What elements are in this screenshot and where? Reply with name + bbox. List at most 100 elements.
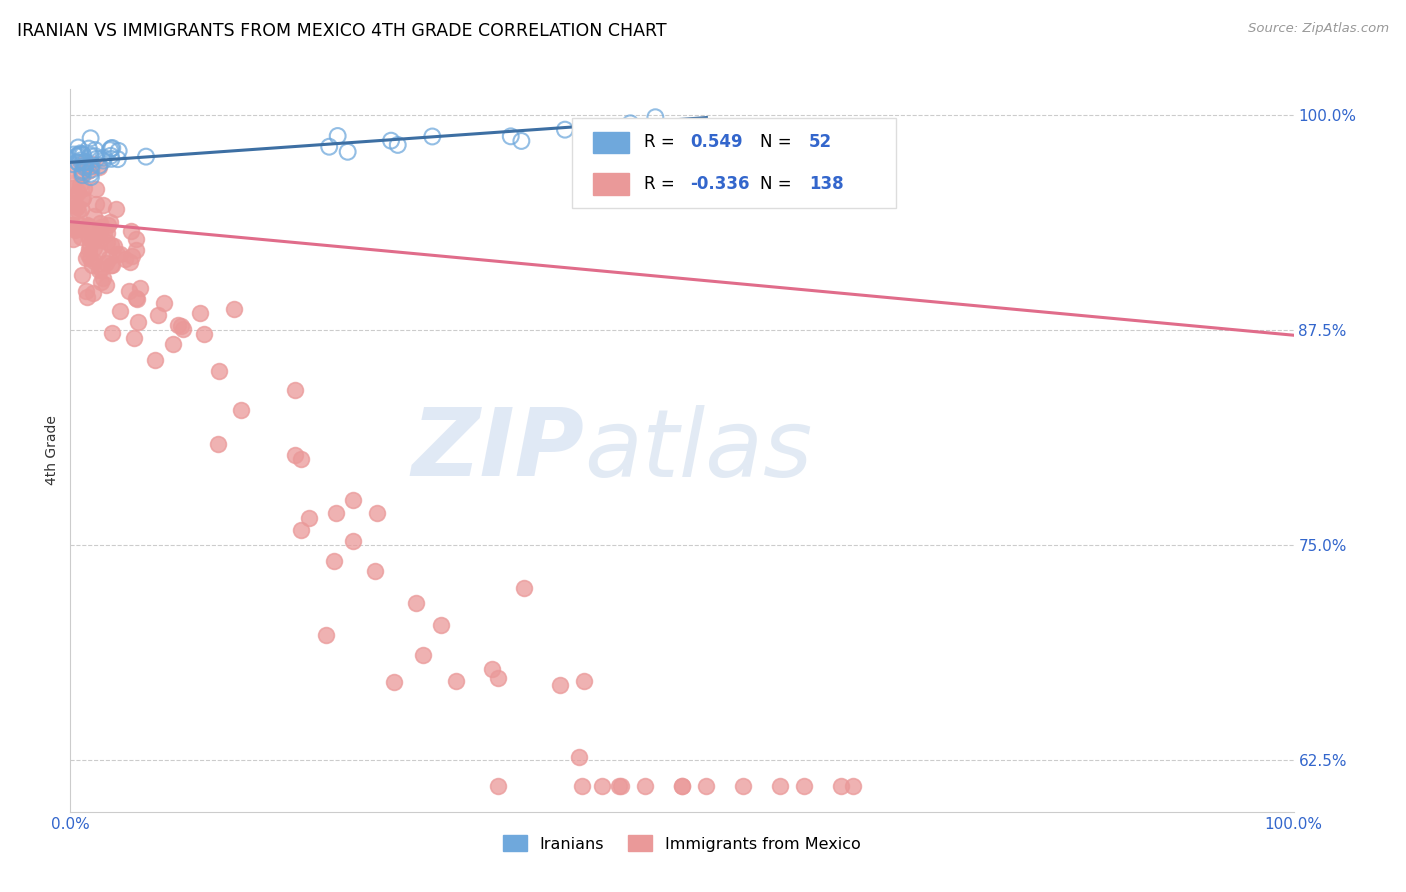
Point: [72, 163, 94, 178]
Point: [93, 271, 115, 285]
Point: [66, 155, 89, 169]
Point: [125, 232, 148, 246]
Point: [610, 779, 633, 793]
Point: [62, 192, 84, 206]
Point: [75, 159, 97, 173]
Point: [100, 259, 122, 273]
Point: [76, 290, 98, 304]
Point: [162, 336, 184, 351]
FancyBboxPatch shape: [572, 118, 896, 209]
Point: [499, 129, 522, 144]
Point: [67, 140, 90, 154]
Point: [420, 129, 443, 144]
Point: [430, 618, 453, 632]
Point: [62, 218, 84, 232]
Point: [127, 315, 149, 329]
Point: [73, 181, 96, 195]
Point: [169, 318, 191, 333]
Point: [80, 160, 103, 174]
Point: [342, 533, 364, 548]
Point: [105, 202, 128, 217]
Text: Source: ZipAtlas.com: Source: ZipAtlas.com: [1249, 22, 1389, 36]
Point: [405, 596, 427, 610]
Point: [72, 148, 94, 162]
Point: [93, 153, 115, 168]
Point: [671, 779, 693, 793]
Point: [75, 155, 97, 169]
Point: [94, 256, 117, 270]
Point: [114, 252, 136, 267]
Point: [568, 750, 591, 764]
Point: [89, 216, 111, 230]
Point: [364, 565, 387, 579]
Point: [100, 152, 122, 166]
Point: [97, 218, 120, 232]
Point: [69, 218, 91, 232]
Point: [96, 235, 118, 249]
Point: [108, 247, 131, 261]
Text: 138: 138: [808, 175, 844, 193]
Point: [129, 281, 152, 295]
Text: ZIP: ZIP: [411, 404, 583, 497]
Point: [96, 226, 118, 240]
Point: [66, 186, 89, 200]
Point: [326, 128, 349, 143]
Point: [70, 192, 93, 206]
Point: [83, 209, 105, 223]
Legend: Iranians, Immigrants from Mexico: Iranians, Immigrants from Mexico: [496, 829, 868, 858]
Point: [84, 149, 107, 163]
Point: [93, 226, 115, 240]
Point: [87, 263, 110, 277]
Point: [290, 523, 312, 537]
Point: [571, 779, 593, 793]
Point: [548, 678, 571, 692]
Point: [84, 143, 107, 157]
Point: [62, 232, 84, 246]
Point: [342, 493, 364, 508]
Point: [101, 258, 124, 272]
Point: [100, 142, 122, 156]
Point: [101, 141, 124, 155]
Point: [89, 233, 111, 247]
Point: [231, 402, 253, 417]
Point: [118, 284, 141, 298]
Point: [80, 162, 103, 177]
Point: [60, 196, 83, 211]
Point: [105, 247, 128, 261]
Point: [75, 155, 97, 169]
Point: [98, 251, 121, 265]
Point: [84, 182, 107, 196]
Point: [644, 110, 666, 124]
Point: [77, 230, 100, 244]
Point: [148, 308, 170, 322]
Point: [107, 152, 129, 166]
Point: [290, 451, 312, 466]
Point: [323, 554, 346, 568]
Point: [79, 237, 101, 252]
Point: [284, 384, 307, 398]
Point: [315, 628, 337, 642]
Point: [69, 146, 91, 161]
Point: [96, 278, 118, 293]
Point: [83, 254, 105, 268]
Point: [60, 161, 83, 176]
Text: 0.549: 0.549: [690, 134, 744, 152]
Point: [70, 230, 93, 244]
Point: [77, 142, 100, 156]
Point: [66, 200, 89, 214]
Point: [87, 244, 110, 259]
Point: [101, 326, 124, 340]
Point: [120, 255, 142, 269]
Point: [90, 276, 112, 290]
Point: [65, 221, 87, 235]
Point: [366, 506, 388, 520]
Point: [172, 322, 194, 336]
Point: [72, 191, 94, 205]
Point: [80, 157, 103, 171]
Point: [513, 581, 536, 595]
Point: [77, 230, 100, 244]
Point: [89, 159, 111, 173]
Point: [444, 674, 467, 689]
Point: [125, 243, 148, 257]
Point: [121, 249, 143, 263]
